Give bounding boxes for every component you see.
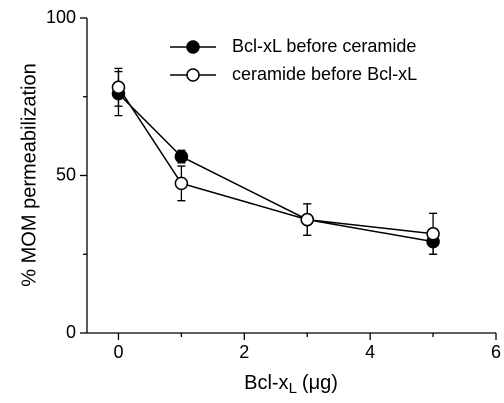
data-point — [300, 212, 314, 227]
data-point — [174, 149, 189, 164]
y-tick-label: 100 — [46, 7, 76, 27]
x-tick-label: 0 — [113, 342, 123, 362]
x-label-unit: (μg) — [302, 372, 338, 394]
x-tick-label: 6 — [491, 342, 501, 362]
legend-marker — [186, 40, 200, 54]
y-tick-label: 50 — [56, 164, 76, 184]
y-tick-label: 0 — [66, 322, 76, 342]
y-axis-label: % MOM permeabilization — [18, 63, 40, 286]
data-point — [174, 176, 189, 191]
series-line — [117, 86, 434, 235]
x-tick-label: 2 — [239, 342, 249, 362]
x-tick-label: 4 — [365, 342, 375, 362]
data-point — [426, 227, 440, 241]
data-point — [111, 80, 126, 95]
series-line — [117, 93, 434, 243]
x-label-main: Bcl-x — [244, 372, 288, 394]
legend-label: Bcl-xL before ceramide — [232, 36, 416, 56]
legend-label: ceramide before Bcl-xL — [232, 64, 417, 84]
x-axis-label: Bcl-xL (μg) — [244, 372, 338, 397]
legend-marker — [186, 68, 200, 82]
x-label-sub: L — [289, 380, 297, 397]
